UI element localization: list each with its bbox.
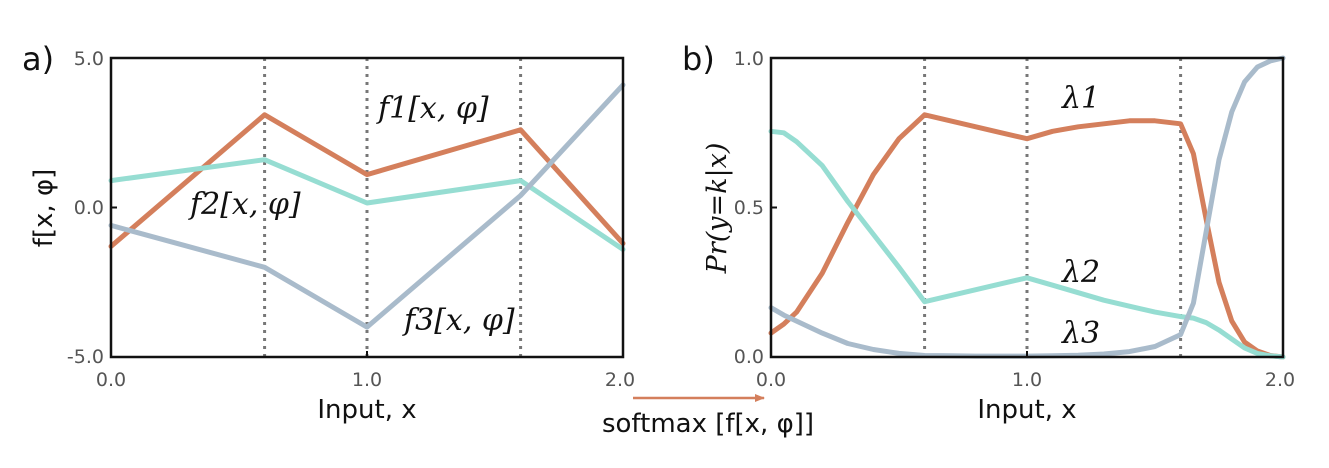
panel-b-series-1-line: [768, 112, 1286, 360]
panel-b-series: [768, 55, 1286, 360]
panel-b-label: b): [682, 40, 715, 78]
panel-a-frame: [109, 56, 625, 359]
lambda2-annotation: λ2: [1061, 255, 1100, 290]
panel-a-series-2-line: [108, 157, 626, 252]
panel-a: a) 5.0 0.0 -5.0 0.0 1.0 2.0 Input, x f[x…: [22, 40, 635, 425]
panel-b-ticks: [770, 57, 1284, 358]
panel-b-x-tick-left: 0.0: [756, 369, 786, 391]
panel-a-label: a): [22, 40, 54, 78]
panel-a-ticks: [110, 57, 624, 358]
panel-a-x-tick-mid: 1.0: [352, 369, 382, 391]
panel-b-y-tick-mid: 0.5: [734, 197, 764, 219]
panel-b: b) 1.0 0.5 0.0 0.0 1.0 2.0 Input, x Pr(y…: [682, 40, 1295, 425]
f3-annotation: f3[x, φ]: [402, 303, 515, 338]
panel-b-y-axis-label: Pr(y=k|x): [702, 143, 733, 275]
f2-annotation: f2[x, φ]: [188, 187, 301, 222]
panel-a-x-tick-left: 0.0: [96, 369, 126, 391]
panel-b-reference-lines: [923, 58, 1183, 357]
panel-a-y-tick-top: 5.0: [74, 48, 104, 70]
panel-b-y-tick-top: 1.0: [734, 48, 764, 70]
panel-a-series-3-line: [108, 82, 626, 330]
panel-a-reference-lines: [263, 58, 523, 357]
panel-b-series-2-line: [768, 128, 1286, 360]
panel-a-series: [108, 82, 626, 330]
panel-a-x-axis-label: Input, x: [317, 395, 416, 425]
lambda1-annotation: λ1: [1061, 81, 1100, 116]
softmax-label: softmax [f[x, φ]]: [602, 409, 814, 439]
panel-a-y-tick-bottom: -5.0: [67, 346, 104, 368]
panel-b-x-tick-mid: 1.0: [1012, 369, 1042, 391]
panel-b-y-tick-bottom: 0.0: [734, 346, 764, 368]
panel-a-series-1-line: [108, 112, 626, 249]
panel-a-y-tick-mid: 0.0: [74, 197, 104, 219]
panel-b-x-axis-label: Input, x: [977, 395, 1076, 425]
panel-a-x-tick-right: 2.0: [605, 369, 635, 391]
f1-annotation: f1[x, φ]: [376, 91, 489, 126]
panel-b-series-3-line: [768, 55, 1286, 359]
panel-b-x-tick-right: 2.0: [1265, 369, 1295, 391]
panel-a-y-axis-label: f[x, φ]: [29, 169, 59, 248]
lambda3-annotation: λ3: [1061, 316, 1100, 351]
